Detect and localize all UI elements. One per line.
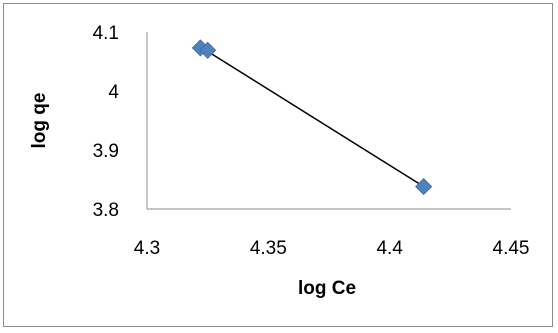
data-point [415, 178, 433, 196]
x-tick-label: 4.35 [250, 238, 287, 259]
x-tick-label: 4.3 [134, 238, 160, 259]
axes [146, 32, 511, 210]
data-point [199, 41, 217, 59]
y-tick-labels: 3.8 3.9 4 4.1 [93, 23, 120, 221]
trendline [199, 46, 425, 188]
y-tick-label: 3.8 [93, 200, 119, 221]
data-points [191, 39, 433, 196]
y-tick-label: 3.9 [93, 141, 119, 162]
y-axis-title: log qe [29, 93, 50, 149]
chart-area [3, 3, 553, 327]
x-tick-label: 4.4 [376, 238, 403, 259]
y-tick-label: 4.1 [93, 23, 119, 44]
x-axis-title: log Ce [298, 278, 356, 299]
trendline-group [199, 46, 425, 188]
x-tick-labels: 4.3 4.35 4.4 4.45 [134, 238, 530, 259]
y-tick-label: 4 [108, 82, 119, 103]
x-tick-label: 4.45 [493, 238, 530, 259]
